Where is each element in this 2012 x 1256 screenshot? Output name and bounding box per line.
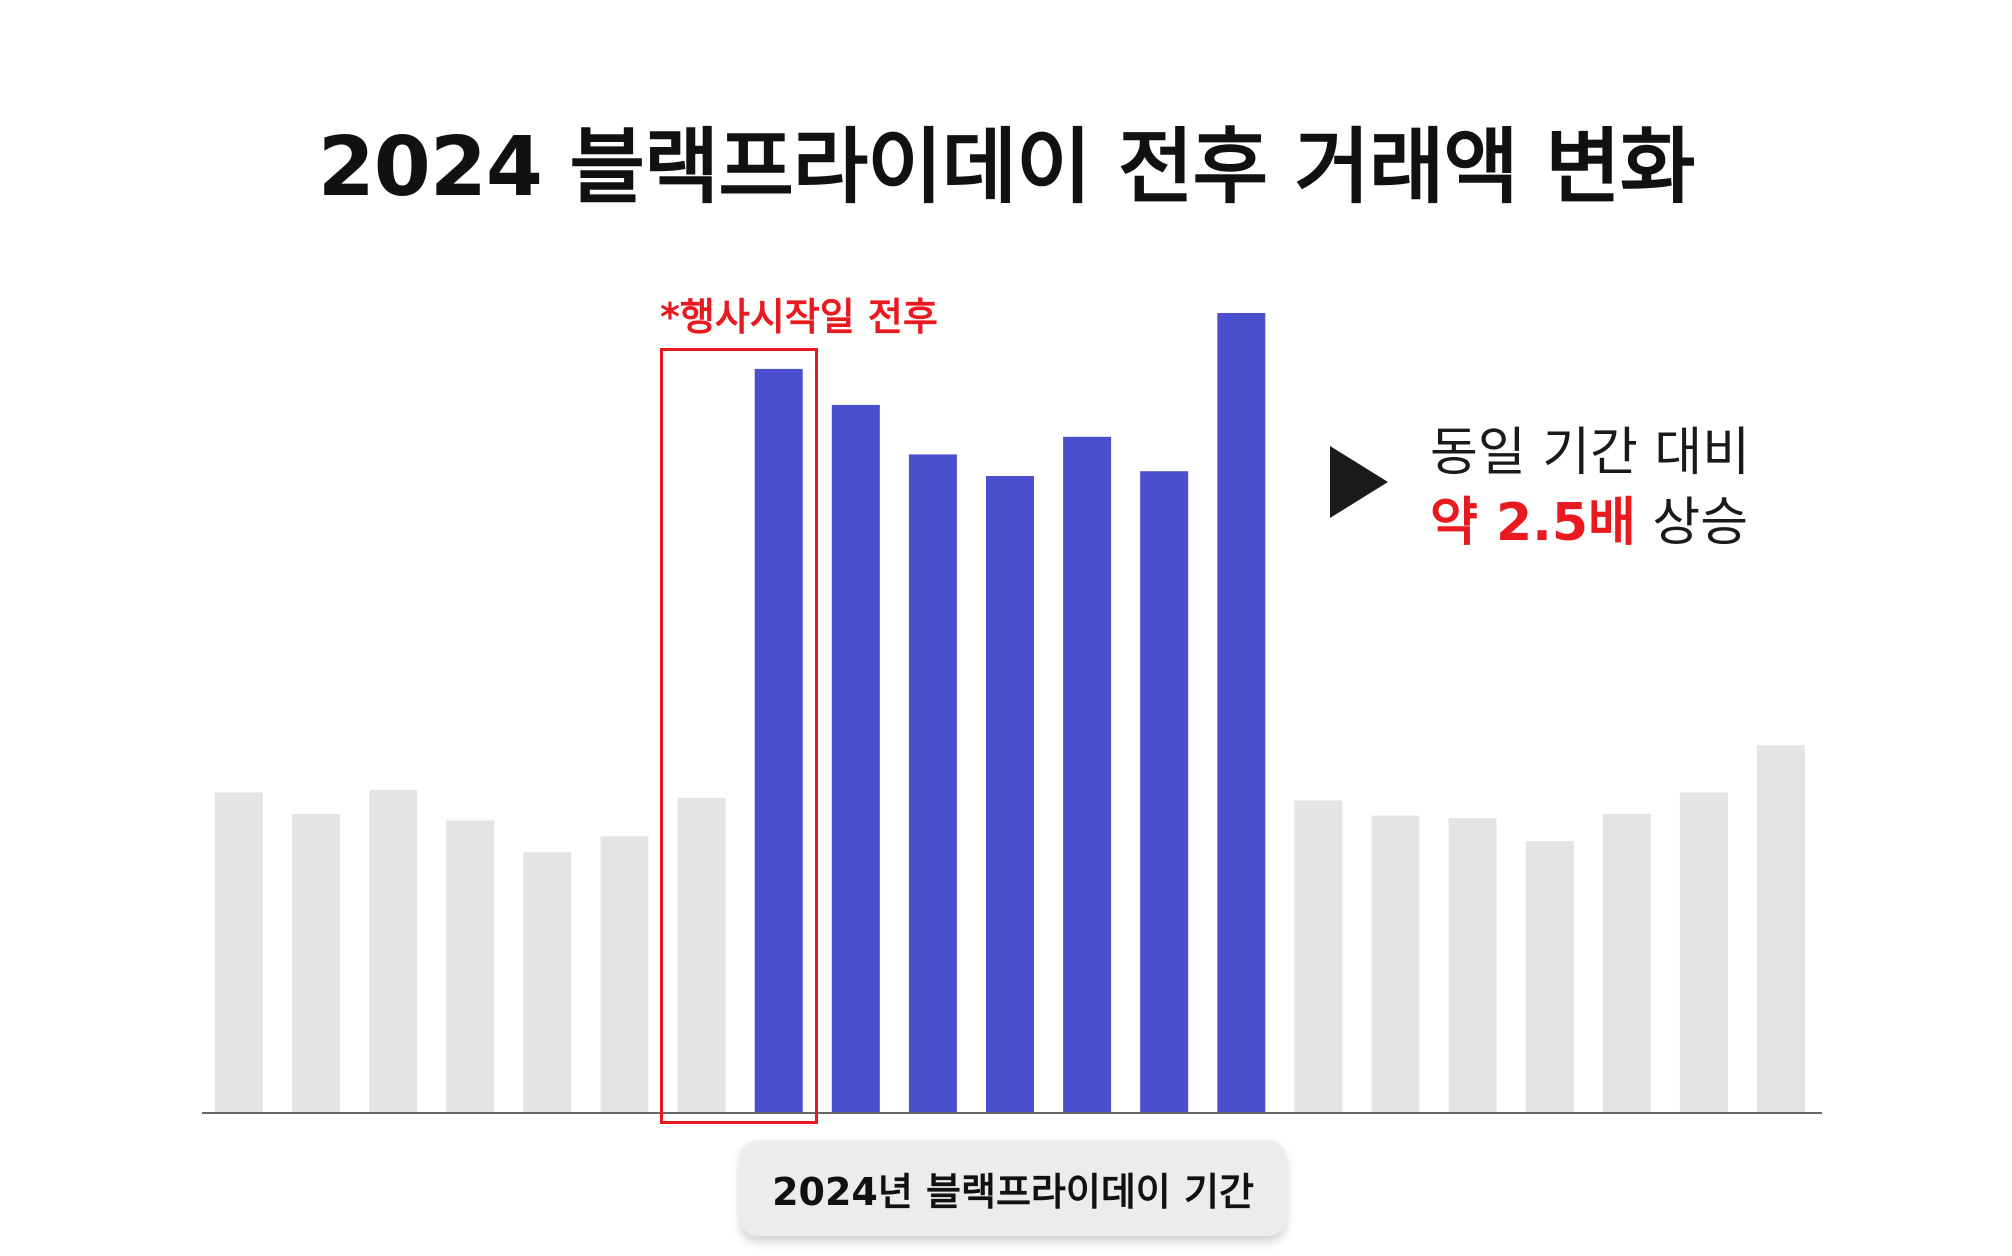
bar-event-period [908, 454, 957, 1112]
bar-event-period [1140, 471, 1189, 1112]
callout-emphasis: 약 2.5배 [1430, 493, 1636, 553]
chart-title: 2024 블랙프라이데이 전후 거래액 변화 [317, 120, 1696, 215]
bar-event-period [1063, 436, 1112, 1112]
period-badge: 2024년 블랙프라이데이 기간 [740, 1140, 1286, 1236]
bar [1294, 800, 1343, 1112]
bar-event-period [831, 404, 880, 1112]
triangle-right-icon [1330, 446, 1388, 518]
bar [292, 814, 341, 1112]
bar-event-period [1217, 313, 1266, 1112]
bar [1757, 745, 1805, 1112]
bar [446, 820, 495, 1112]
bar [1371, 815, 1420, 1112]
growth-callout: 동일 기간 대비 약 2.5배 상승 [1430, 418, 1750, 558]
bar [1602, 814, 1651, 1112]
bar [1448, 818, 1497, 1112]
bar [523, 852, 572, 1112]
callout-line-1: 동일 기간 대비 [1430, 423, 1751, 483]
bar-event-period [986, 476, 1034, 1112]
bar [677, 798, 726, 1112]
bar [1679, 792, 1728, 1112]
bar [600, 836, 649, 1112]
bar [215, 792, 263, 1112]
callout-rest: 상승 [1635, 493, 1749, 553]
bar-event-period [754, 368, 803, 1112]
bar [1525, 841, 1574, 1112]
callout-line-2: 약 2.5배 상승 [1430, 488, 1750, 558]
bar [369, 790, 418, 1112]
event-start-label: *행사시작일 전후 [660, 295, 938, 339]
